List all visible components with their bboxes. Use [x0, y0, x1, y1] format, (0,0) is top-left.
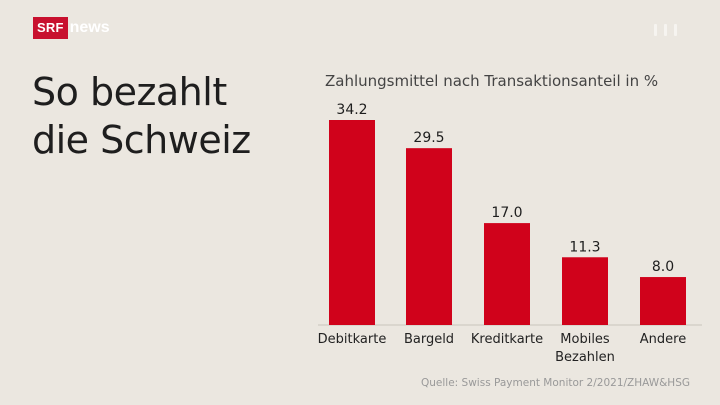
- bar-4: [640, 277, 686, 325]
- srf-news-logo: SRF news: [33, 17, 110, 39]
- logo-news: news: [69, 19, 110, 36]
- bar-value-label-2: 17.0: [491, 205, 522, 221]
- bar-value-label-1: 29.5: [413, 130, 444, 146]
- category-label-2: Kreditkarte: [471, 332, 543, 347]
- headline: So bezahlt die Schweiz: [32, 68, 251, 164]
- logo-srf: SRF: [33, 17, 68, 39]
- bar-2: [484, 223, 530, 325]
- category-label-0: Debitkarte: [318, 332, 387, 347]
- category-label-4: Andere: [640, 332, 686, 347]
- bar-3: [562, 257, 608, 325]
- bar-1: [406, 148, 452, 325]
- category-label-1: Bargeld: [404, 332, 454, 347]
- bar-value-label-4: 8.0: [652, 259, 674, 275]
- bar-0: [329, 120, 375, 325]
- chart-title: Zahlungsmittel nach Transaktionsanteil i…: [325, 72, 659, 90]
- bar-value-label-3: 11.3: [569, 239, 600, 255]
- source-note: Quelle: Swiss Payment Monitor 2/2021/ZHA…: [421, 377, 690, 389]
- category-label-3: Mobiles Bezahlen: [555, 332, 615, 365]
- broadcast-mark-icon: [648, 20, 688, 42]
- headline-line-1: So bezahlt: [32, 70, 227, 114]
- headline-line-2: die Schweiz: [32, 118, 251, 162]
- bar-value-label-0: 34.2: [336, 102, 367, 118]
